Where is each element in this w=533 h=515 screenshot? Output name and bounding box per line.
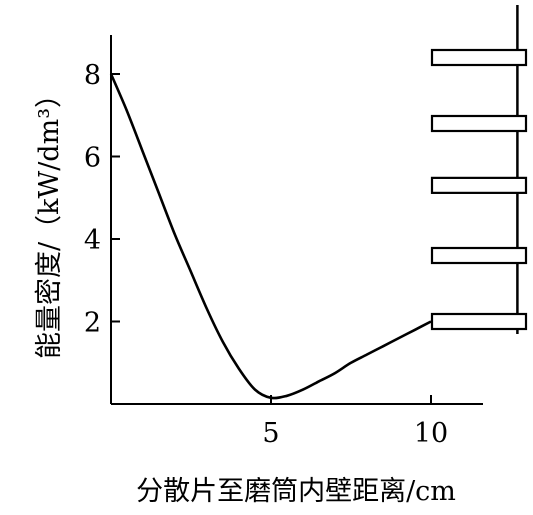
tick-marks (111, 73, 432, 404)
y-tick-label-4: 4 (84, 225, 101, 256)
x-tick-label-5: 5 (262, 418, 279, 449)
energy-density-curve (109, 73, 432, 400)
y-tick-label-6: 6 (84, 143, 101, 174)
tick-labels: 2 4 6 8 5 10 (84, 60, 448, 449)
x-axis-title: 分散片至磨筒内壁距离/cm (136, 476, 456, 507)
disperser-disc-3 (430, 176, 528, 194)
y-tick-label-8: 8 (84, 60, 101, 91)
x-tick-label-10: 10 (414, 418, 448, 449)
y-tick-label-2: 2 (84, 308, 101, 339)
disperser-disc-4 (430, 246, 528, 265)
disperser-disc-5 (430, 312, 528, 331)
y-axis-title: 能量密度/（kW/dm³） (34, 81, 65, 359)
disperser-disc-2 (430, 114, 528, 133)
disperser-diagram (430, 5, 528, 334)
disperser-disc-1 (430, 48, 528, 67)
